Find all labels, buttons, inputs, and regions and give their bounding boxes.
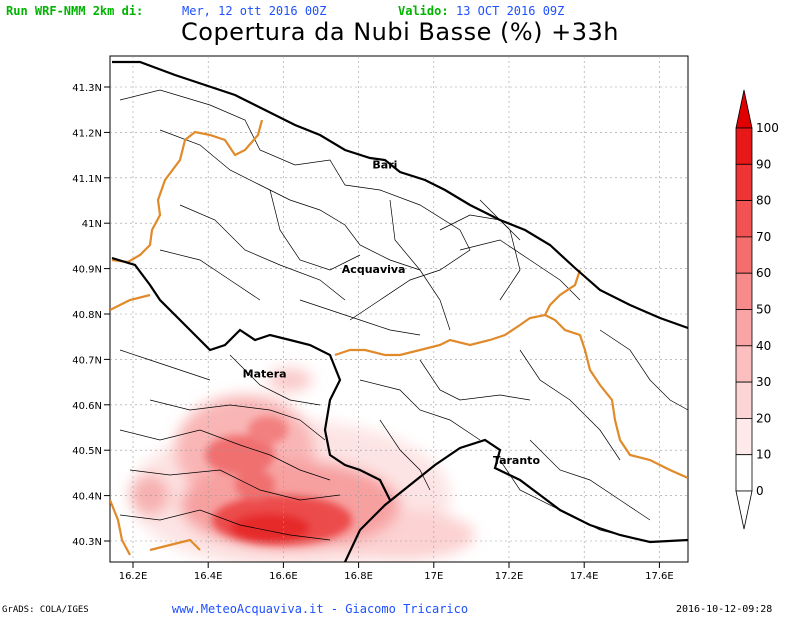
colorbar-label: 80 [756,194,771,208]
colorbar-bottom-arrow [735,490,753,530]
colorbar-label: 50 [756,303,771,317]
lat-label: 40.5N [72,446,102,457]
colorbar-box [735,309,753,347]
lat-label: 41.1N [72,174,102,185]
lat-label: 40.3N [72,537,102,548]
lat-label: 40.6N [72,401,102,412]
city-label-bari: Bari [372,159,397,172]
graticule [110,56,688,562]
lon-label: 17.6E [645,571,674,582]
cloud-cover-field [130,368,475,562]
colorbar-label: 0 [756,484,764,498]
colorbar-box [735,381,753,419]
valid-label: Valido: [398,4,449,18]
colorbar-label: 70 [756,230,771,244]
lat-label: 41.3N [72,83,102,94]
colorbar-label: 40 [756,339,771,353]
colorbar-box [735,454,753,492]
lat-label: 40.4N [72,492,102,503]
website-credit[interactable]: www.MeteoAcquaviva.it - Giacomo Tricaric… [171,602,469,616]
colorbar-box [735,345,753,383]
run-label: Run WRF-NMM 2km di: [6,4,144,18]
lon-label: 16.6E [269,571,298,582]
valid-date: 13 OCT 2016 09Z [456,4,565,18]
lon-label: 16.4E [194,571,223,582]
colorbar-label: 90 [756,157,771,171]
lat-label: 41.2N [72,128,102,139]
lon-label: 16.2E [119,571,148,582]
run-date: Mer, 12 ott 2016 00Z [182,4,327,18]
timestamp: 2016-10-12-09:28 [676,604,773,615]
lon-label: 17.2E [495,571,524,582]
colorbar-label: 30 [756,375,771,389]
lat-label: 41N [82,219,102,230]
city-label-taranto: Taranto [493,454,540,467]
city-labels: Bari Acquaviva Matera Taranto [243,159,541,467]
lon-label: 16.8E [344,571,373,582]
lat-label: 40.8N [72,310,102,321]
lat-label: 40.9N [72,265,102,276]
map-title: Copertura da Nubi Basse (%) +33h [181,18,619,46]
colorbar-label: 20 [756,411,771,425]
city-label-matera: Matera [243,368,287,381]
latitude-labels: 41.3N 41.2N 41.1N 41N 40.9N 40.8N 40.7N 40.6N 40… [72,83,110,548]
lon-label: 17E [424,571,443,582]
grads-credit: GrADS: COLA/IGES [2,605,89,615]
region-borders [110,119,688,556]
colorbar-box [735,163,753,202]
colorbar-box [735,272,753,310]
lon-label: 17.4E [570,571,599,582]
colorbar-label: 60 [756,266,771,280]
longitude-labels: 16.2E 16.4E 16.6E 16.8E 17E 17.2E 17.4E 17.6E [119,562,674,582]
colorbar-top-arrow [735,89,753,129]
colorbar-label: 100 [756,121,779,135]
colorbar-box [735,236,753,274]
colorbar-box [735,417,753,456]
colorbar-box [735,127,753,165]
coastline [111,60,688,562]
province-boundaries [119,89,688,541]
colorbar-box [735,200,753,238]
colorbar-label: 10 [756,448,771,462]
city-label-acquaviva: Acquaviva [342,263,406,276]
lat-label: 40.7N [72,355,102,366]
